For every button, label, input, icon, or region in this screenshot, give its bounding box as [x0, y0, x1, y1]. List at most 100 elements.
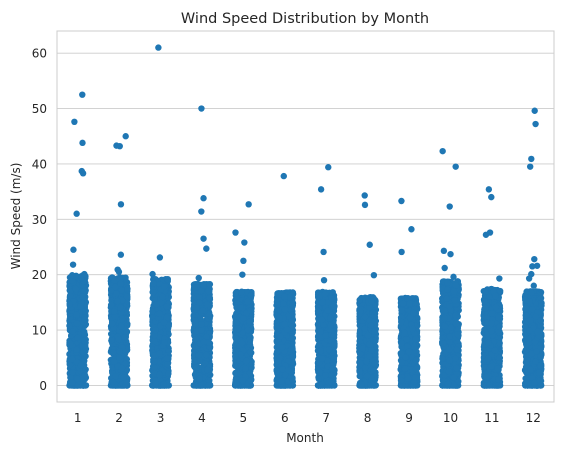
data-point: [81, 337, 88, 345]
data-point: [316, 369, 323, 376]
data-point: [273, 368, 281, 375]
data-point: [202, 351, 210, 359]
data-point: [74, 375, 81, 383]
outlier-point: [149, 270, 156, 278]
data-point: [165, 322, 172, 330]
data-point: [205, 339, 213, 346]
data-points: [66, 44, 545, 389]
data-point: [116, 354, 123, 361]
month-5-points: [231, 201, 255, 389]
data-point: [77, 362, 85, 369]
data-point: [82, 308, 89, 315]
month-8-points: [356, 192, 380, 389]
month-4-points: [190, 105, 214, 389]
data-point: [110, 358, 118, 365]
outlier-point: [71, 118, 78, 126]
data-point: [281, 306, 289, 313]
data-point: [118, 286, 125, 294]
outlier-point: [70, 246, 77, 253]
data-point: [66, 322, 73, 329]
data-point: [81, 316, 88, 324]
data-point: [151, 337, 158, 345]
data-point: [198, 327, 205, 334]
month-1-points: [66, 91, 90, 389]
data-point: [66, 292, 74, 300]
data-point: [112, 373, 120, 380]
data-point: [124, 285, 131, 292]
outlier-point: [117, 251, 125, 258]
outlier-point: [79, 170, 87, 177]
data-point: [153, 301, 160, 308]
outlier-point: [241, 239, 248, 246]
data-point: [120, 374, 127, 381]
data-point: [232, 289, 240, 297]
month-3-points: [149, 44, 173, 389]
data-point: [242, 365, 249, 373]
data-point: [69, 328, 76, 335]
data-point: [152, 326, 159, 334]
outlier-point: [115, 268, 123, 276]
data-point: [193, 364, 200, 371]
data-point: [331, 340, 338, 348]
month-6-points: [273, 172, 297, 389]
data-point: [247, 291, 255, 299]
outlier-point: [320, 276, 328, 284]
data-point: [281, 293, 288, 301]
data-point: [232, 319, 240, 326]
data-point: [114, 298, 121, 305]
data-point: [151, 352, 158, 359]
data-point: [283, 326, 291, 333]
data-point: [196, 375, 203, 383]
data-point: [156, 350, 163, 357]
outlier-point: [200, 235, 207, 242]
data-point: [315, 375, 323, 383]
outlier-point: [69, 261, 77, 268]
data-point: [111, 283, 119, 291]
data-point: [80, 288, 88, 295]
data-point: [108, 320, 116, 327]
data-point: [196, 294, 203, 301]
data-point: [247, 376, 255, 384]
data-point: [191, 284, 198, 292]
data-point: [123, 378, 130, 386]
data-point: [205, 381, 213, 389]
month-2-points: [107, 133, 131, 389]
data-point: [319, 355, 326, 362]
data-point: [276, 333, 284, 340]
data-point: [109, 378, 117, 386]
data-point: [160, 319, 168, 326]
data-point: [151, 331, 158, 339]
outlier-point: [117, 201, 125, 208]
data-point: [69, 277, 76, 284]
data-point: [279, 300, 287, 307]
data-point: [328, 365, 336, 373]
data-point: [151, 358, 158, 365]
outlier-point: [280, 172, 287, 180]
data-point: [72, 285, 80, 293]
data-point: [193, 304, 200, 312]
data-point: [69, 272, 76, 279]
data-point: [66, 340, 74, 347]
data-point: [317, 347, 324, 355]
data-point: [279, 344, 286, 351]
data-point: [279, 366, 286, 373]
data-point: [152, 379, 160, 387]
data-point: [150, 289, 157, 296]
data-point: [203, 301, 211, 308]
month-7-points: [314, 164, 338, 389]
outlier-point: [122, 133, 129, 140]
data-point: [287, 346, 295, 353]
data-point: [325, 346, 333, 353]
outlier-point: [116, 142, 123, 150]
data-point: [284, 366, 292, 374]
data-point: [69, 369, 76, 376]
data-point: [240, 314, 247, 322]
data-point: [244, 326, 252, 334]
data-point: [123, 328, 131, 336]
data-point: [246, 335, 254, 343]
data-point: [110, 349, 117, 356]
outlier-point: [239, 271, 246, 278]
data-point: [191, 317, 199, 324]
data-point: [111, 313, 119, 320]
